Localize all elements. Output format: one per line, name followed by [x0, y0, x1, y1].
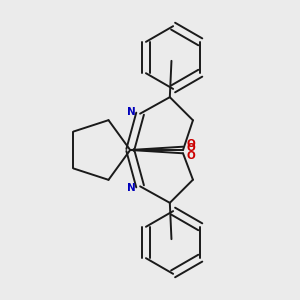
Text: N: N: [128, 183, 136, 193]
Text: O: O: [187, 139, 196, 149]
Text: O: O: [187, 151, 196, 161]
Text: N: N: [128, 107, 136, 117]
Text: O: O: [187, 143, 196, 153]
